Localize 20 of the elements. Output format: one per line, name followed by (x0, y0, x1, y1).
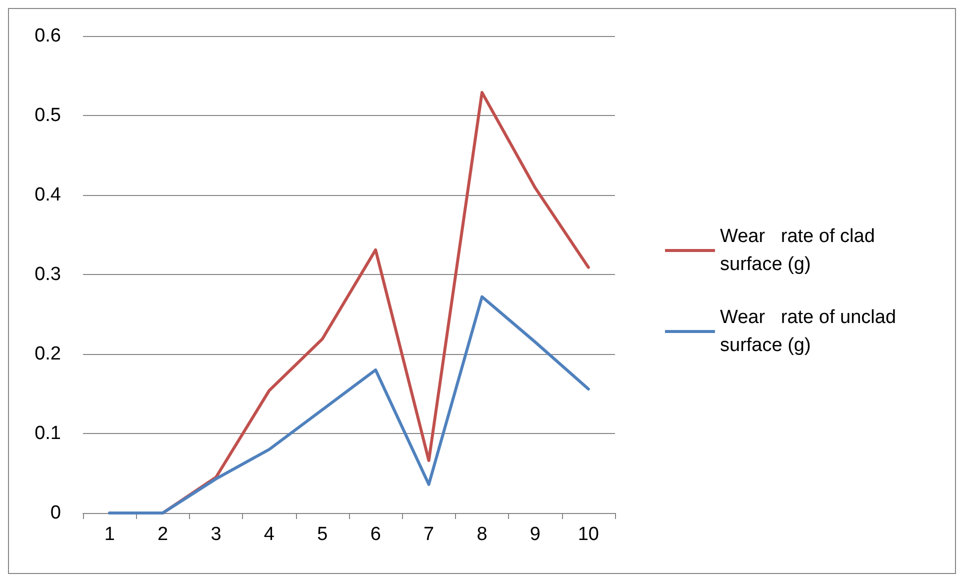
x-tick-label: 6 (370, 524, 381, 545)
y-tick-label: 0.5 (34, 105, 61, 126)
line-series (108, 295, 590, 514)
y-tick-label: 0.2 (34, 344, 61, 364)
x-tick-label: 3 (210, 524, 222, 545)
x-tick-label: 1 (104, 524, 115, 545)
x-tick-label: 10 (578, 524, 599, 545)
legend-label: Wear rate of clad surface (g) (720, 226, 880, 275)
x-tick-label: 4 (264, 524, 275, 545)
y-tick-label: 0.6 (34, 26, 61, 46)
y-tick-label: 0 (50, 502, 61, 524)
x-tick-label: 9 (530, 524, 540, 545)
x-tick-label: 7 (424, 524, 434, 545)
x-tick-label: 2 (158, 524, 168, 545)
x-tick-label: 8 (476, 524, 488, 545)
y-tick-label: 0.4 (34, 184, 62, 206)
x-tick-label: 5 (317, 524, 328, 545)
y-tick-label: 0.1 (34, 423, 61, 444)
y-tick-label: 0.3 (34, 264, 61, 285)
legend-label: Wear rate of unclad surface (g) (720, 307, 902, 356)
